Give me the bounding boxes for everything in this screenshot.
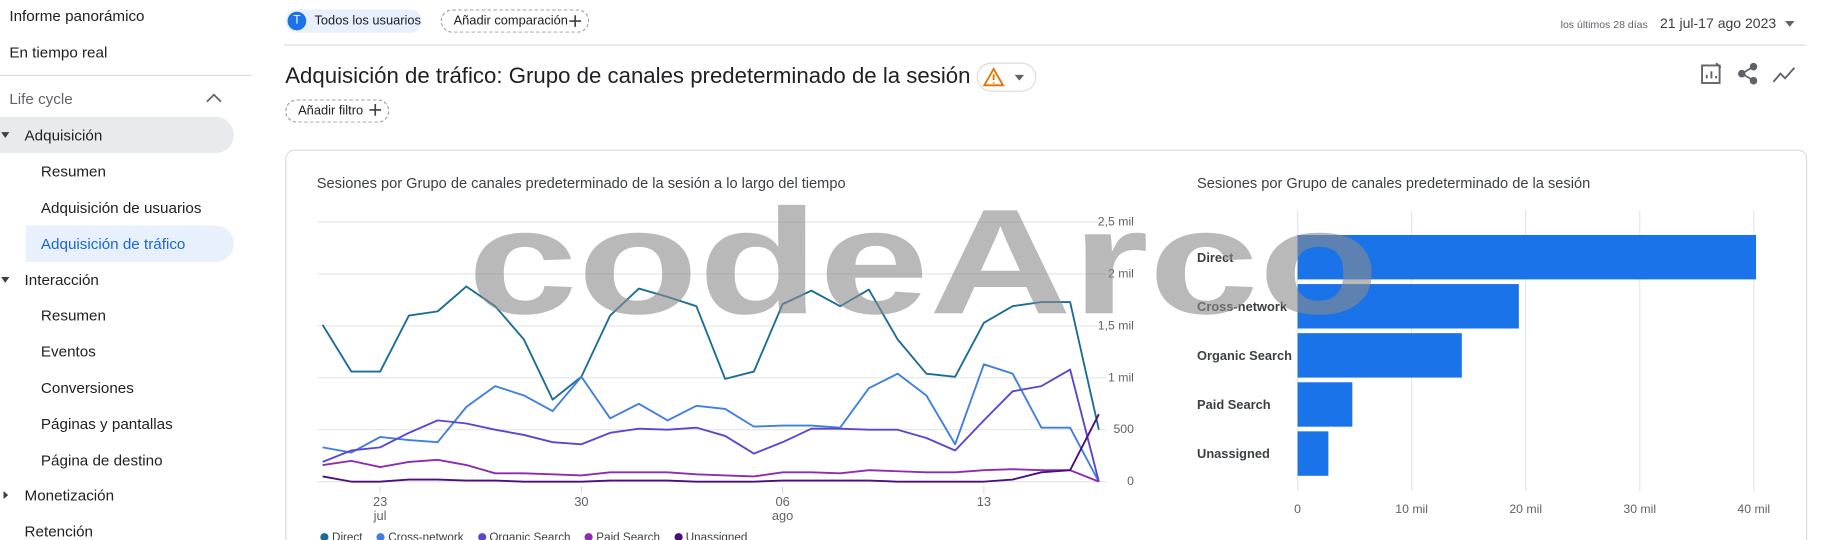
y-tick-label: 1 mil bbox=[1108, 370, 1134, 384]
category-label: Paid Search bbox=[1197, 397, 1271, 412]
series-line bbox=[322, 413, 1100, 483]
date-range-label: los últimos 28 días bbox=[1560, 18, 1648, 31]
nav-selected-bg bbox=[0, 116, 234, 154]
legend-item[interactable]: Unassigned bbox=[674, 532, 747, 540]
x-tick-label: 10 mil bbox=[1395, 502, 1428, 516]
expand-icon[interactable] bbox=[1, 277, 10, 283]
customize-icon[interactable] bbox=[1701, 62, 1722, 84]
legend-label: Direct bbox=[331, 531, 363, 540]
bar bbox=[1297, 382, 1353, 427]
x-tick-label: 40 mil bbox=[1737, 502, 1770, 516]
series-line bbox=[322, 458, 1100, 483]
watermark: codeArco bbox=[468, 178, 1380, 345]
warning-icon[interactable] bbox=[982, 67, 1005, 87]
segment-avatar: T bbox=[287, 11, 307, 31]
y-tick-label: 500 bbox=[1113, 422, 1134, 436]
y-tick-label: 0 bbox=[1127, 474, 1134, 488]
category-label: Cross-network bbox=[1197, 299, 1288, 314]
card bbox=[285, 149, 1808, 540]
legend-swatch bbox=[376, 533, 385, 540]
share-icon[interactable] bbox=[1738, 62, 1758, 85]
dropdown-icon[interactable] bbox=[1014, 74, 1025, 81]
add-comparison-chip[interactable]: Añadir comparación bbox=[440, 9, 590, 33]
legend-item[interactable]: Organic Search bbox=[477, 531, 571, 540]
divider bbox=[0, 74, 252, 76]
legend-swatch bbox=[477, 533, 486, 540]
title-menu[interactable] bbox=[976, 62, 1037, 92]
legend-label: Cross-network bbox=[388, 531, 464, 540]
nav-item[interactable]: Adquisición de usuarios bbox=[40, 198, 202, 217]
x-tick-label: 30 bbox=[574, 495, 589, 510]
legend-swatch bbox=[320, 533, 329, 540]
x-tick-label: 06 ago bbox=[771, 495, 794, 524]
header-divider bbox=[284, 44, 1807, 46]
add-comparison-label: Añadir comparación bbox=[453, 14, 568, 29]
add-filter-chip[interactable]: Añadir filtro bbox=[285, 99, 390, 123]
y-tick-label: 2,5 mil bbox=[1098, 215, 1134, 229]
category-label: Organic Search bbox=[1197, 348, 1292, 363]
nav-item[interactable]: Monetización bbox=[24, 486, 115, 504]
plus-icon bbox=[369, 104, 382, 116]
nav-item[interactable]: Conversiones bbox=[40, 378, 134, 397]
legend-swatch bbox=[674, 533, 683, 540]
nav-item[interactable]: Adquisición bbox=[24, 126, 103, 144]
plus-icon bbox=[569, 15, 581, 27]
collapse-icon[interactable] bbox=[206, 93, 222, 103]
bar bbox=[1297, 431, 1329, 476]
segment-label: Todos los usuarios bbox=[314, 14, 421, 29]
nav-active-bg bbox=[25, 225, 234, 262]
bar-chart-title: Sesiones por Grupo de canales predetermi… bbox=[1197, 175, 1591, 192]
category-label: Unassigned bbox=[1197, 446, 1270, 461]
bar bbox=[1297, 234, 1757, 280]
add-filter-label: Añadir filtro bbox=[298, 104, 364, 119]
report-title: Adquisición de tráfico: Grupo de canales… bbox=[285, 64, 971, 89]
bar bbox=[1297, 284, 1519, 329]
nav-item[interactable]: Informe panorámico bbox=[9, 7, 145, 25]
expand-icon[interactable] bbox=[3, 490, 9, 500]
segment-chip[interactable]: T Todos los usuarios bbox=[285, 9, 423, 33]
date-range[interactable]: 21 jul-17 ago 2023 bbox=[1659, 15, 1777, 32]
insights-icon[interactable] bbox=[1772, 67, 1796, 83]
nav-item[interactable]: Resumen bbox=[40, 162, 106, 181]
legend-label: Organic Search bbox=[489, 531, 571, 540]
x-tick-label: 20 mil bbox=[1509, 502, 1542, 516]
nav-item[interactable]: Retención bbox=[24, 522, 93, 540]
expand-icon[interactable] bbox=[1, 132, 10, 138]
line-chart-title: Sesiones por Grupo de canales predetermi… bbox=[316, 175, 846, 192]
nav-item-active[interactable]: Adquisición de tráfico bbox=[40, 234, 186, 253]
nav-item[interactable]: En tiempo real bbox=[9, 43, 108, 61]
legend-swatch bbox=[584, 533, 593, 540]
legend-item[interactable]: Cross-network bbox=[376, 531, 464, 540]
x-tick-label: 13 bbox=[976, 495, 992, 510]
y-tick-label: 2 mil bbox=[1108, 267, 1134, 281]
legend-item[interactable]: Direct bbox=[320, 531, 363, 540]
bar bbox=[1297, 333, 1462, 378]
legend-label: Unassigned bbox=[685, 531, 748, 540]
x-tick-label: 23 jul bbox=[372, 495, 388, 524]
nav-item[interactable]: Páginas y pantallas bbox=[40, 414, 173, 433]
y-tick-label: 1,5 mil bbox=[1098, 318, 1134, 332]
nav-item[interactable]: Eventos bbox=[40, 342, 96, 361]
category-label: Direct bbox=[1197, 250, 1234, 265]
nav-section[interactable]: Life cycle bbox=[9, 90, 73, 108]
x-tick-label: 30 mil bbox=[1623, 502, 1656, 516]
series-line bbox=[322, 368, 1100, 482]
legend-label: Paid Search bbox=[596, 531, 660, 540]
legend: Direct Cross-network Organic Search Paid Se… bbox=[320, 532, 747, 540]
dropdown-icon[interactable] bbox=[1785, 21, 1795, 27]
nav-item[interactable]: Resumen bbox=[40, 306, 106, 324]
x-tick-label: 0 bbox=[1294, 502, 1301, 516]
legend-item[interactable]: Paid Search bbox=[584, 531, 660, 540]
nav-item[interactable]: Interacción bbox=[24, 271, 99, 289]
series-line bbox=[321, 285, 1100, 430]
series-line bbox=[322, 363, 1100, 483]
nav-item[interactable]: Página de destino bbox=[40, 451, 163, 469]
